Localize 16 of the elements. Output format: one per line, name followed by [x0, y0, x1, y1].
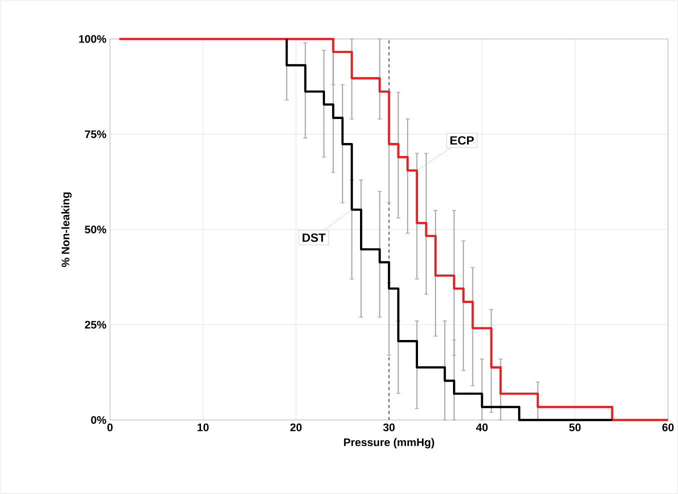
x-tick-label: 0: [107, 424, 113, 432]
x-tick-label: 10: [198, 424, 209, 432]
y-tick-label: 75%: [85, 130, 106, 138]
x-axis-title: Pressure (mmHg): [344, 438, 434, 448]
x-tick-label: 50: [569, 424, 581, 432]
x-tick-label: 40: [476, 424, 488, 432]
x-tick-label: 30: [383, 424, 395, 432]
y-axis-title: % Non-leaking: [61, 192, 72, 267]
y-tick-label: 0%: [91, 416, 106, 424]
x-tick-label: 20: [290, 424, 302, 432]
y-tick-label: 100%: [79, 35, 106, 43]
x-tick-label: 60: [662, 424, 674, 432]
y-tick-label: 50%: [84, 226, 106, 234]
annotation: DST: [302, 233, 326, 242]
y-tick-label: 25%: [84, 320, 106, 329]
annotation: ECP: [450, 136, 474, 145]
